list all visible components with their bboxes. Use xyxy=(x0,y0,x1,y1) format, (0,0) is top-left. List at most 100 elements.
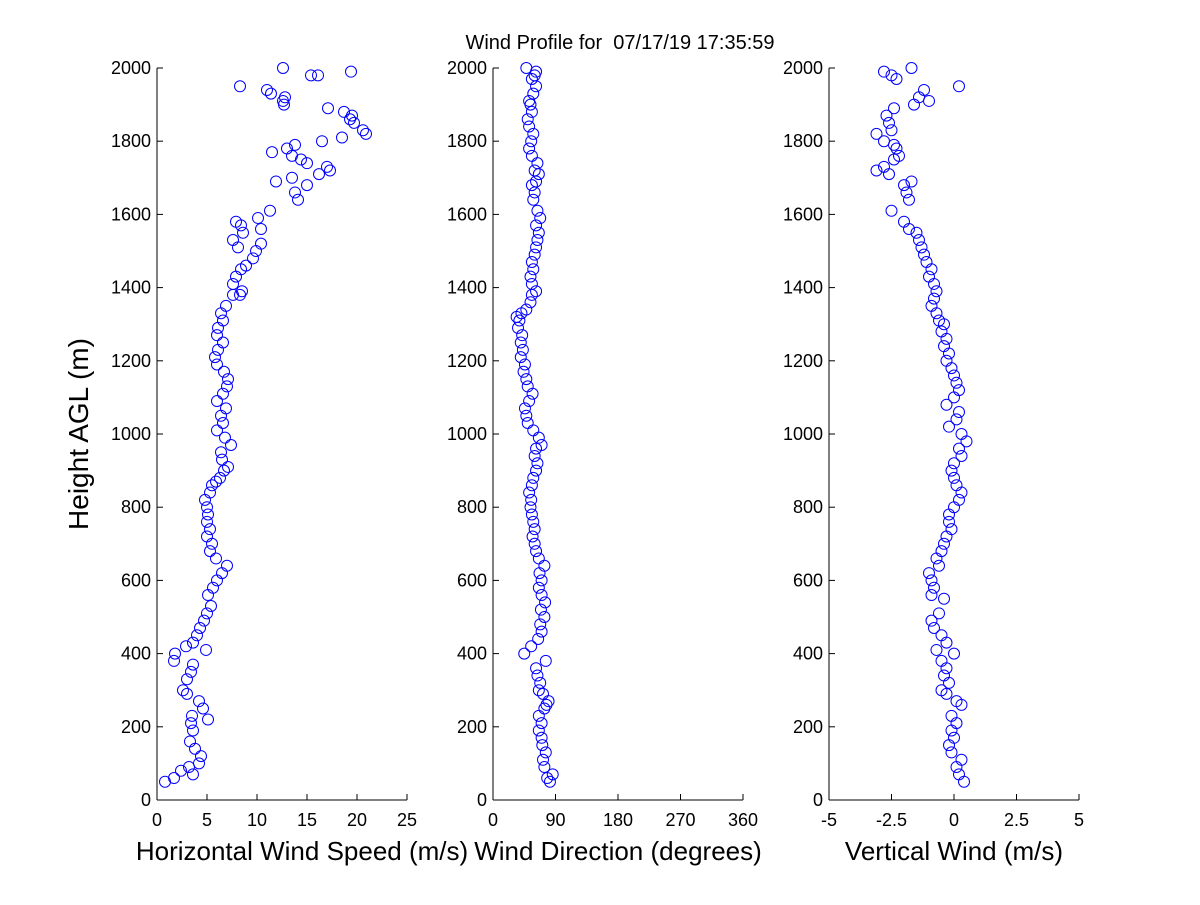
data-point xyxy=(943,515,955,528)
data-point xyxy=(521,113,534,126)
y-tick-label: 1600 xyxy=(111,204,151,224)
data-point xyxy=(527,87,540,100)
y-tick-label: 2000 xyxy=(783,58,823,78)
data-point xyxy=(935,545,948,558)
data-point xyxy=(312,69,324,82)
data-point xyxy=(210,552,222,565)
data-point xyxy=(537,753,549,766)
data-point xyxy=(893,149,905,162)
data-point xyxy=(221,380,233,393)
data-point xyxy=(520,303,533,316)
data-point xyxy=(940,332,953,345)
y-tick-label: 1800 xyxy=(447,131,487,151)
y-tick-label: 600 xyxy=(121,570,151,590)
data-point xyxy=(202,713,214,726)
y-tick-label: 1200 xyxy=(783,351,823,371)
data-point xyxy=(305,69,317,82)
data-point xyxy=(525,277,538,290)
data-point xyxy=(945,746,958,759)
data-point xyxy=(885,69,898,82)
data-point xyxy=(938,669,950,682)
data-point xyxy=(193,757,205,770)
data-point xyxy=(177,684,189,697)
y-tick-label: 0 xyxy=(477,790,487,810)
data-point xyxy=(514,351,527,364)
y-tick-label: 1200 xyxy=(447,351,487,371)
data-point xyxy=(240,259,252,272)
data-point xyxy=(948,391,960,404)
data-point xyxy=(201,530,213,543)
data-point xyxy=(955,486,968,499)
data-point xyxy=(898,215,910,228)
data-point xyxy=(230,270,242,283)
data-point xyxy=(521,417,534,430)
data-point xyxy=(212,343,224,356)
data-point xyxy=(187,768,199,781)
data-point xyxy=(360,127,372,140)
data-point xyxy=(180,640,192,653)
data-point xyxy=(528,537,541,550)
data-point xyxy=(527,515,540,528)
data-point xyxy=(535,574,548,587)
data-point xyxy=(943,676,955,689)
data-point xyxy=(950,717,963,730)
data-point xyxy=(910,226,923,239)
data-point xyxy=(524,501,537,514)
x-tick-label: 5 xyxy=(202,810,212,830)
data-point xyxy=(520,62,533,74)
data-point xyxy=(928,581,940,594)
data-point xyxy=(227,234,239,247)
data-point xyxy=(286,149,298,162)
data-point xyxy=(532,709,545,722)
data-point xyxy=(938,537,950,550)
y-tick-label: 1400 xyxy=(111,278,151,298)
data-point xyxy=(520,409,533,422)
data-point xyxy=(212,321,224,334)
data-point xyxy=(227,277,239,290)
y-tick-label: 400 xyxy=(121,644,151,664)
data-point xyxy=(530,464,543,477)
y-tick-label: 1400 xyxy=(447,278,487,298)
data-point xyxy=(958,775,970,788)
data-point xyxy=(535,717,548,730)
data-point xyxy=(525,255,538,268)
y-tick-label: 800 xyxy=(121,497,151,517)
data-point xyxy=(211,395,223,408)
data-point xyxy=(950,413,963,426)
data-point xyxy=(218,365,230,378)
data-point xyxy=(532,581,545,594)
data-point xyxy=(186,709,198,722)
data-point xyxy=(878,160,890,173)
y-tick-label: 2000 xyxy=(111,58,151,78)
data-point xyxy=(255,223,267,236)
data-point xyxy=(878,135,890,148)
data-point xyxy=(950,761,963,774)
data-point xyxy=(888,138,900,151)
data-point xyxy=(948,501,960,514)
data-point xyxy=(880,109,893,122)
y-tick-label: 0 xyxy=(813,790,823,810)
data-point xyxy=(940,662,953,675)
data-point xyxy=(883,168,895,181)
data-point xyxy=(935,325,948,338)
data-point xyxy=(201,607,213,620)
data-point xyxy=(530,241,543,254)
data-point xyxy=(918,248,930,261)
data-point xyxy=(219,431,231,444)
data-point xyxy=(185,717,197,730)
data-point xyxy=(195,750,207,763)
data-point xyxy=(938,340,950,353)
y-tick-label: 400 xyxy=(793,644,823,664)
data-point xyxy=(539,596,552,609)
y-tick-label: 1400 xyxy=(783,278,823,298)
data-point xyxy=(222,460,234,473)
data-point xyxy=(925,574,938,587)
data-point xyxy=(247,252,259,265)
x-tick-label: 5 xyxy=(1074,810,1084,830)
data-point xyxy=(943,420,955,433)
data-point xyxy=(265,87,277,100)
data-point xyxy=(220,402,232,415)
data-point xyxy=(930,307,943,320)
data-point xyxy=(908,98,920,111)
